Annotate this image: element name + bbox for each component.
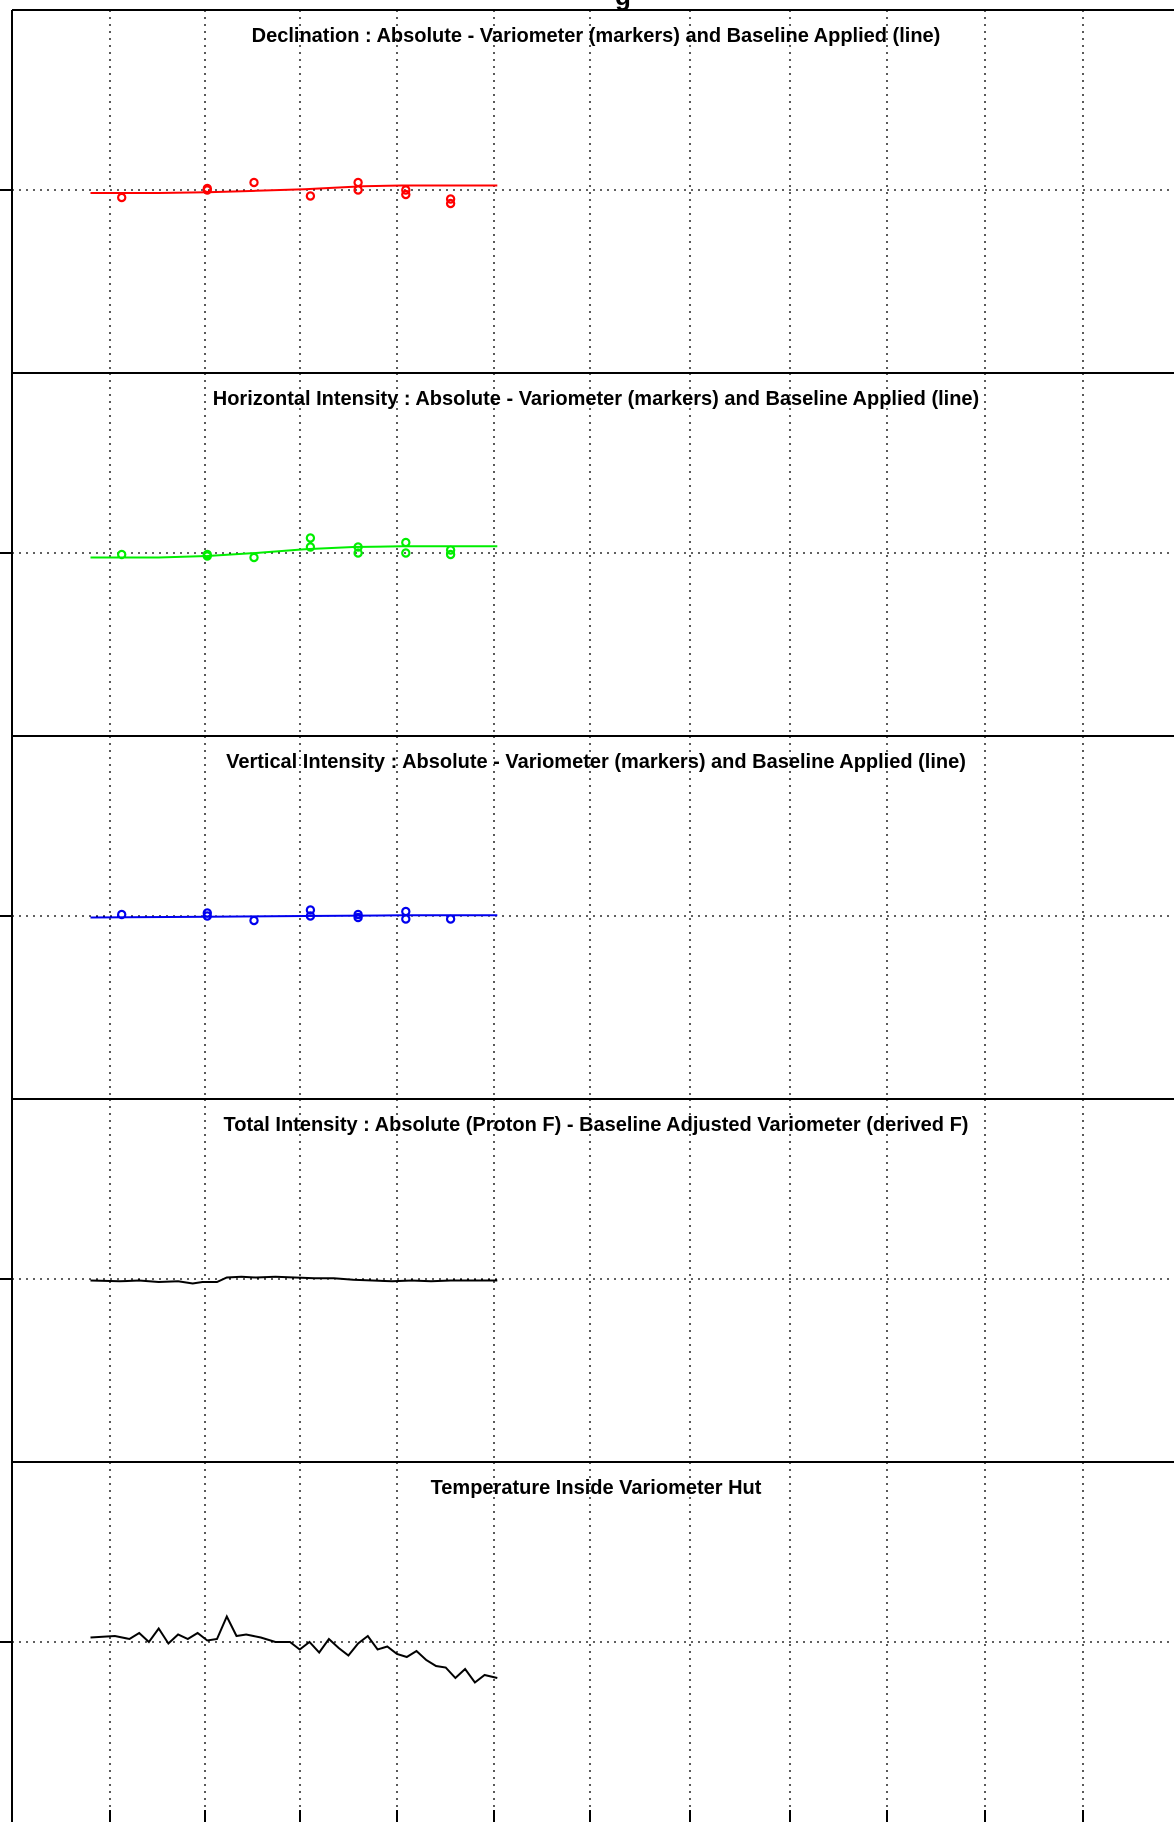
data-marker	[401, 914, 411, 924]
series-line	[90, 1275, 498, 1285]
data-marker	[445, 194, 456, 204]
data-marker	[305, 191, 316, 201]
data-marker	[249, 177, 259, 188]
series-line	[90, 1614, 498, 1684]
data-marker	[401, 548, 411, 558]
data-marker	[401, 906, 411, 917]
data-marker	[116, 192, 127, 203]
panel-2: Horizontal Intensity : Absolute - Variom…	[0, 373, 1174, 736]
figure-header-fragment: g	[615, 0, 631, 11]
series-line	[90, 545, 498, 559]
data-marker	[202, 183, 212, 194]
data-marker	[445, 549, 456, 560]
data-marker	[305, 533, 316, 543]
series-line	[90, 914, 498, 919]
panel-3: Vertical Intensity : Absolute - Variomet…	[0, 736, 1174, 1099]
figure-frame	[11, 9, 1174, 1822]
panels-layer: Declination : Absolute - Variometer (mar…	[0, 10, 1174, 1822]
data-marker	[249, 915, 259, 926]
panel-5: Temperature Inside Variometer Hut	[0, 1462, 1174, 1822]
data-marker	[445, 198, 456, 209]
panel-title: Vertical Intensity : Absolute - Variomet…	[226, 751, 966, 773]
panel-title: Total Intensity : Absolute (Proton F) - …	[224, 1114, 969, 1136]
data-marker	[353, 912, 363, 923]
series-line	[90, 184, 498, 194]
data-marker	[353, 177, 363, 188]
data-marker	[401, 189, 411, 200]
data-marker	[353, 548, 363, 558]
data-marker	[305, 542, 316, 552]
panel-1: Declination : Absolute - Variometer (mar…	[0, 10, 1174, 373]
panel-title: Temperature Inside Variometer Hut	[431, 1477, 762, 1499]
data-marker	[401, 537, 411, 548]
data-marker	[445, 914, 456, 924]
panel-title: Horizontal Intensity : Absolute - Variom…	[213, 388, 979, 410]
data-marker	[249, 552, 259, 563]
data-marker	[305, 905, 316, 915]
panel-4: Total Intensity : Absolute (Proton F) - …	[0, 1099, 1174, 1462]
panel-title: Declination : Absolute - Variometer (mar…	[252, 25, 941, 47]
